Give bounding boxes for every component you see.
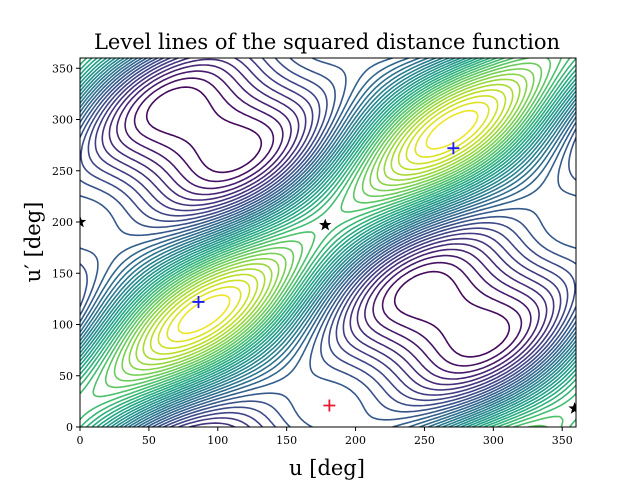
y-tick-label: 300 (52, 114, 73, 127)
star-marker (568, 402, 576, 414)
x-axis: 0 50 100 150 200 250 300 350 (77, 427, 573, 447)
star-marker (319, 218, 332, 231)
y-tick-label: 350 (52, 62, 73, 75)
contour-level (124, 70, 532, 374)
contour-level (80, 58, 576, 427)
y-tick-label: 0 (66, 421, 73, 434)
plus-marker (192, 295, 205, 308)
contour-level (116, 64, 540, 380)
y-tick-label: 50 (59, 370, 73, 383)
x-tick-label: 100 (207, 434, 228, 447)
contour-level (80, 58, 576, 427)
contour-level (177, 109, 479, 335)
contour-lines (80, 58, 576, 427)
plus-marker (447, 142, 460, 155)
contour-level (80, 58, 576, 427)
contour-level (149, 89, 507, 355)
x-tick-label: 150 (276, 434, 297, 447)
contour-level (80, 58, 576, 427)
contour-level (157, 95, 499, 349)
star-marker (80, 215, 87, 228)
contour-level (80, 58, 576, 427)
contour-level (80, 58, 576, 427)
y-tick-label: 100 (52, 319, 73, 332)
contour-level (80, 58, 576, 427)
contour-level (80, 58, 576, 427)
chart-title: Level lines of the squared distance func… (94, 30, 560, 54)
contour-level (108, 58, 548, 386)
y-tick-label: 250 (52, 165, 73, 178)
contour-level (80, 58, 576, 427)
x-tick-label: 350 (552, 434, 573, 447)
x-tick-label: 300 (483, 434, 504, 447)
y-tick-label: 150 (52, 267, 73, 280)
markers (80, 142, 576, 414)
x-axis-label: u [deg] (289, 456, 365, 480)
plus-marker (323, 399, 336, 412)
contour-level (142, 83, 514, 361)
x-tick-label: 250 (414, 434, 435, 447)
contour-level (113, 62, 543, 382)
y-axis-label: u′ [deg] (21, 202, 45, 283)
x-tick-label: 50 (142, 434, 156, 447)
plot-frame (79, 57, 577, 428)
contour-level (80, 58, 576, 427)
contour-level (135, 78, 521, 366)
contour-level (166, 101, 490, 343)
contour-level (121, 68, 535, 376)
contour-level (80, 58, 576, 427)
contour-level (145, 86, 511, 358)
contour-level (133, 77, 523, 367)
x-tick-label: 200 (345, 434, 366, 447)
x-tick-label: 0 (77, 434, 84, 447)
y-tick-label: 200 (52, 216, 73, 229)
contour-level (128, 73, 528, 371)
y-axis: 0 50 100 150 200 250 300 350 (52, 62, 80, 434)
